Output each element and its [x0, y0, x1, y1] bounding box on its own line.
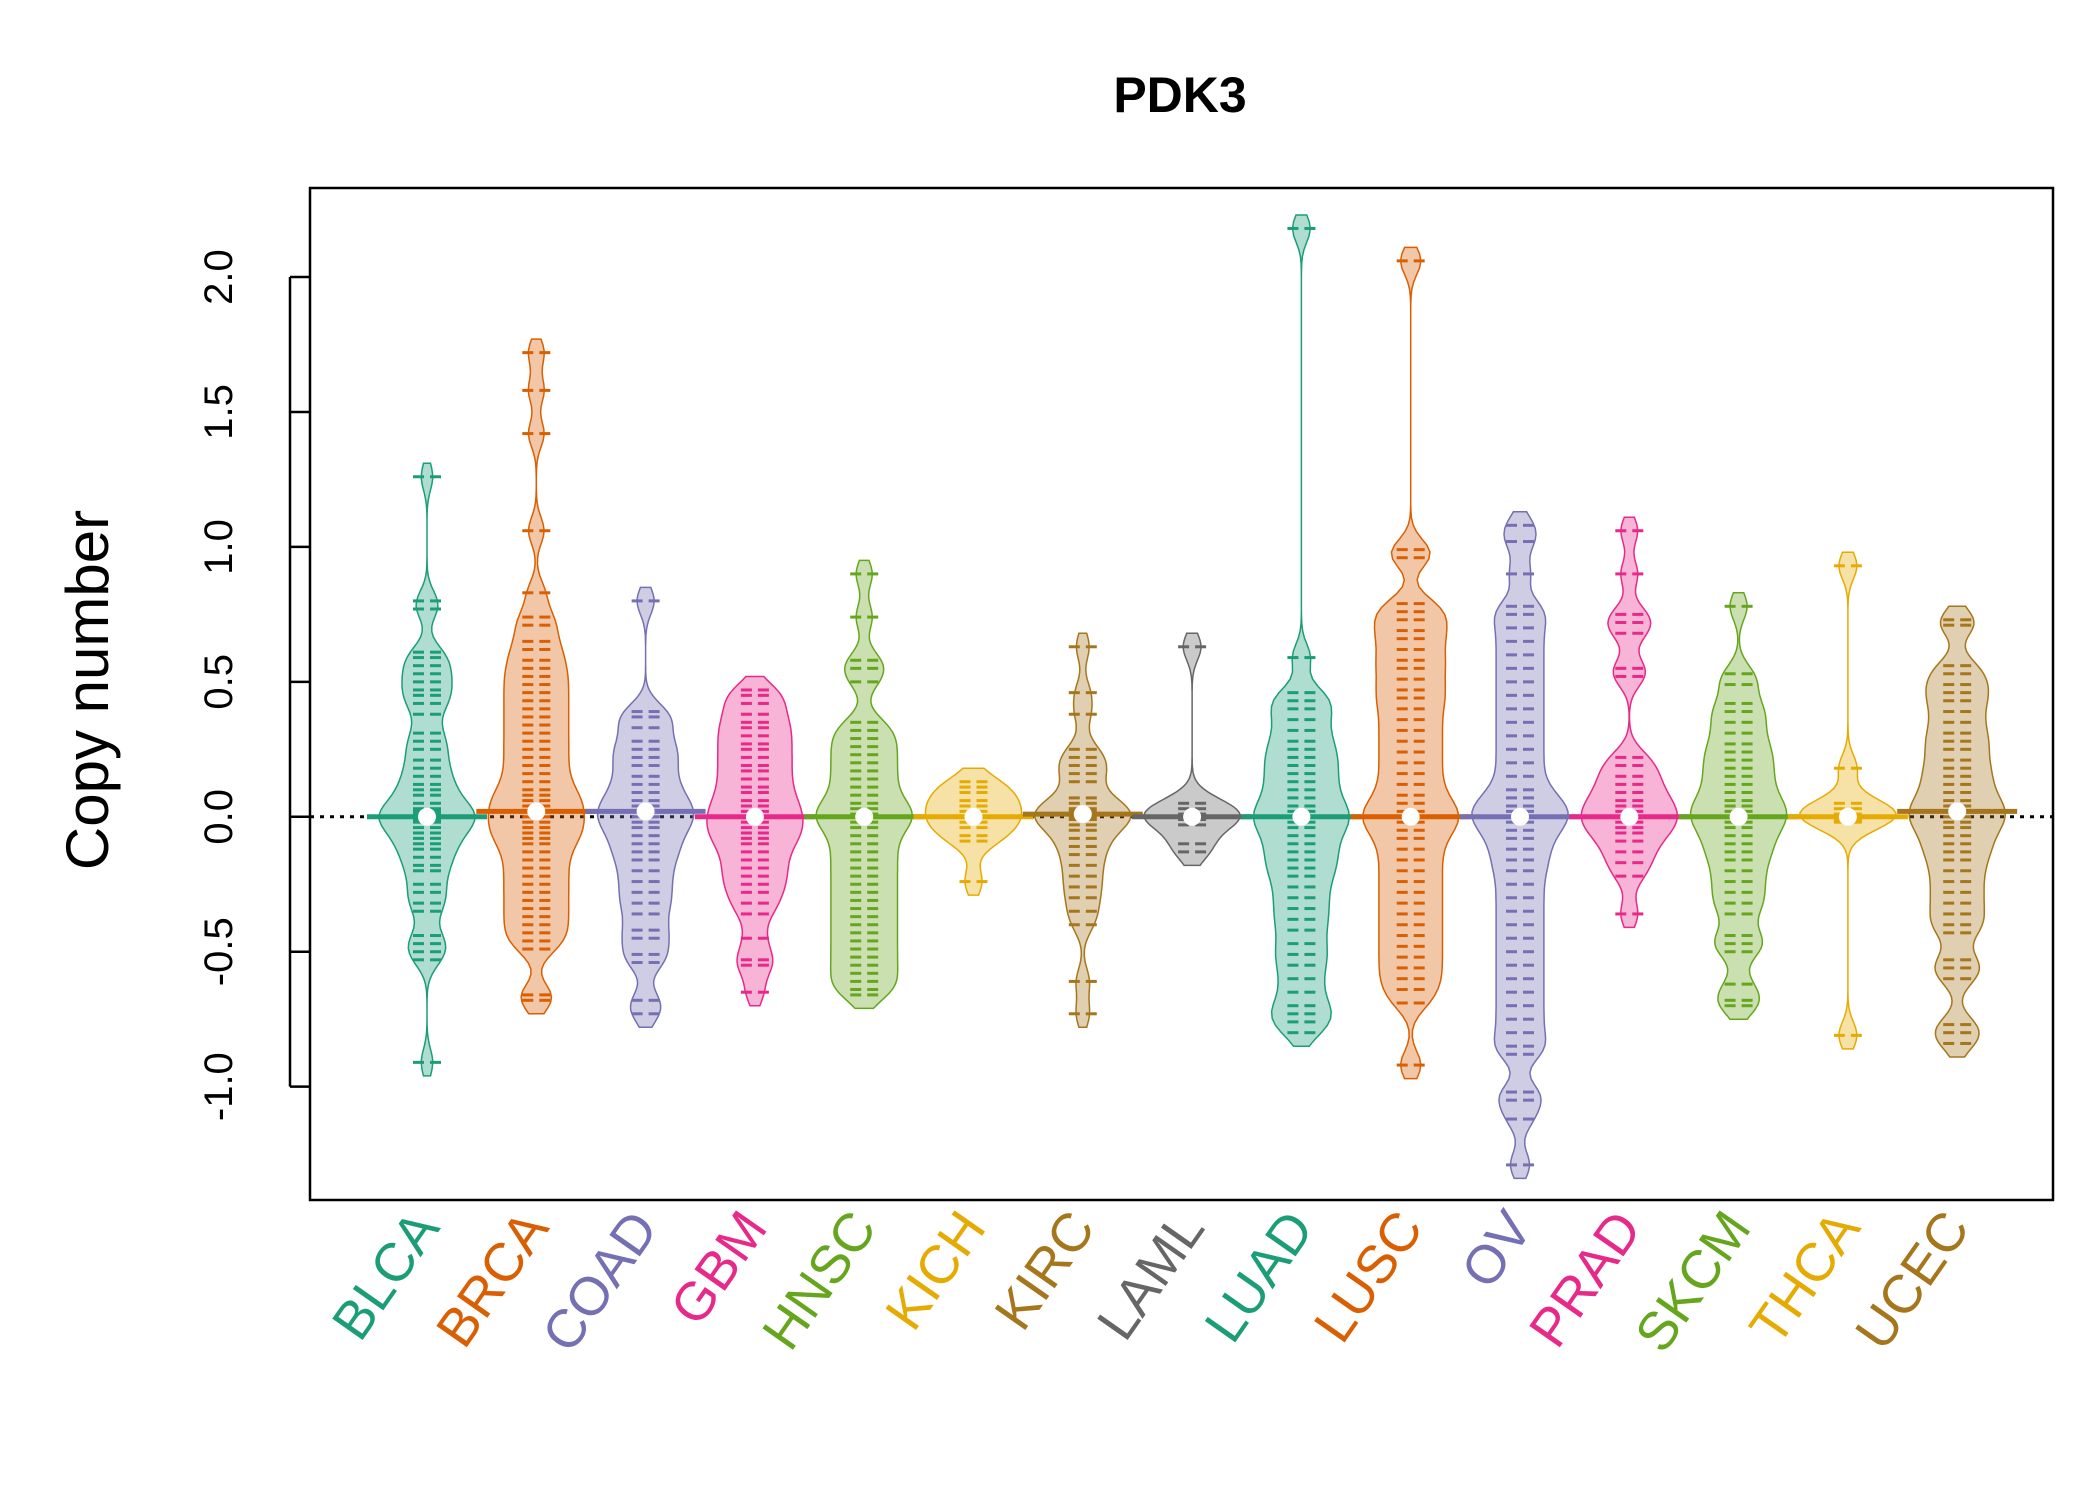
median-marker: [1729, 807, 1748, 826]
plot-area: [310, 214, 2053, 1180]
median-marker: [855, 807, 874, 826]
y-tick-label: -1.0: [197, 1052, 241, 1121]
bean-luad: [1241, 214, 1362, 1047]
y-tick-label: -0.5: [197, 917, 241, 986]
bean-brca: [476, 338, 597, 1015]
density-shape: [1361, 246, 1460, 1080]
density-shape: [924, 767, 1023, 896]
y-axis: -1.0 -0.5 0.0 0.5 1.0 1.5 2.0: [197, 249, 310, 1121]
bean-ucec: [1897, 605, 2018, 1058]
median-marker: [527, 802, 546, 821]
median-marker: [1183, 807, 1202, 826]
median-marker: [964, 807, 983, 826]
density-shape: [1143, 632, 1241, 867]
y-tick-label: 0.5: [197, 654, 241, 710]
y-tick-label: 2.0: [197, 249, 241, 305]
median-marker: [1948, 802, 1967, 821]
density-shape: [1471, 511, 1569, 1180]
median-marker: [1511, 807, 1529, 826]
median-marker: [418, 807, 436, 826]
bean-hnsc: [804, 559, 925, 1010]
density-shape: [1799, 551, 1897, 1050]
bean-blca: [367, 462, 487, 1077]
bean-gbm: [694, 675, 815, 1007]
median-marker: [1838, 807, 1857, 826]
bean-coad: [585, 586, 706, 1029]
density-shape: [1580, 516, 1679, 929]
density-shape: [706, 675, 804, 1007]
density-shape: [815, 559, 913, 1010]
bean-prad: [1569, 516, 1690, 929]
bean-skcm: [1678, 592, 1799, 1020]
median-marker: [1620, 807, 1639, 826]
bean-kirc: [1022, 632, 1143, 1029]
bean-laml: [1132, 632, 1253, 867]
median-marker: [1401, 807, 1420, 826]
median-marker: [1073, 805, 1092, 824]
density-shape: [1252, 214, 1351, 1047]
y-axis-label: Copy number: [54, 510, 121, 870]
density-shape: [1908, 605, 2006, 1058]
bean-kich: [913, 767, 1034, 896]
density-shape: [1689, 592, 1788, 1020]
bean-ov: [1460, 511, 1580, 1180]
y-tick-label: 1.0: [197, 519, 241, 575]
density-shape: [1034, 632, 1132, 1029]
density-shape: [487, 338, 586, 1015]
plot-frame: [308, 186, 2055, 1202]
bean-lusc: [1350, 246, 1471, 1080]
median-marker: [1292, 807, 1311, 826]
chart-title: PDK3: [1113, 67, 1246, 123]
density-shape: [378, 462, 476, 1077]
bean-thca: [1787, 551, 1908, 1050]
y-tick-label: 0.0: [197, 789, 241, 845]
median-marker: [745, 807, 764, 826]
y-tick-label: 1.5: [197, 384, 241, 440]
median-marker: [636, 802, 655, 821]
